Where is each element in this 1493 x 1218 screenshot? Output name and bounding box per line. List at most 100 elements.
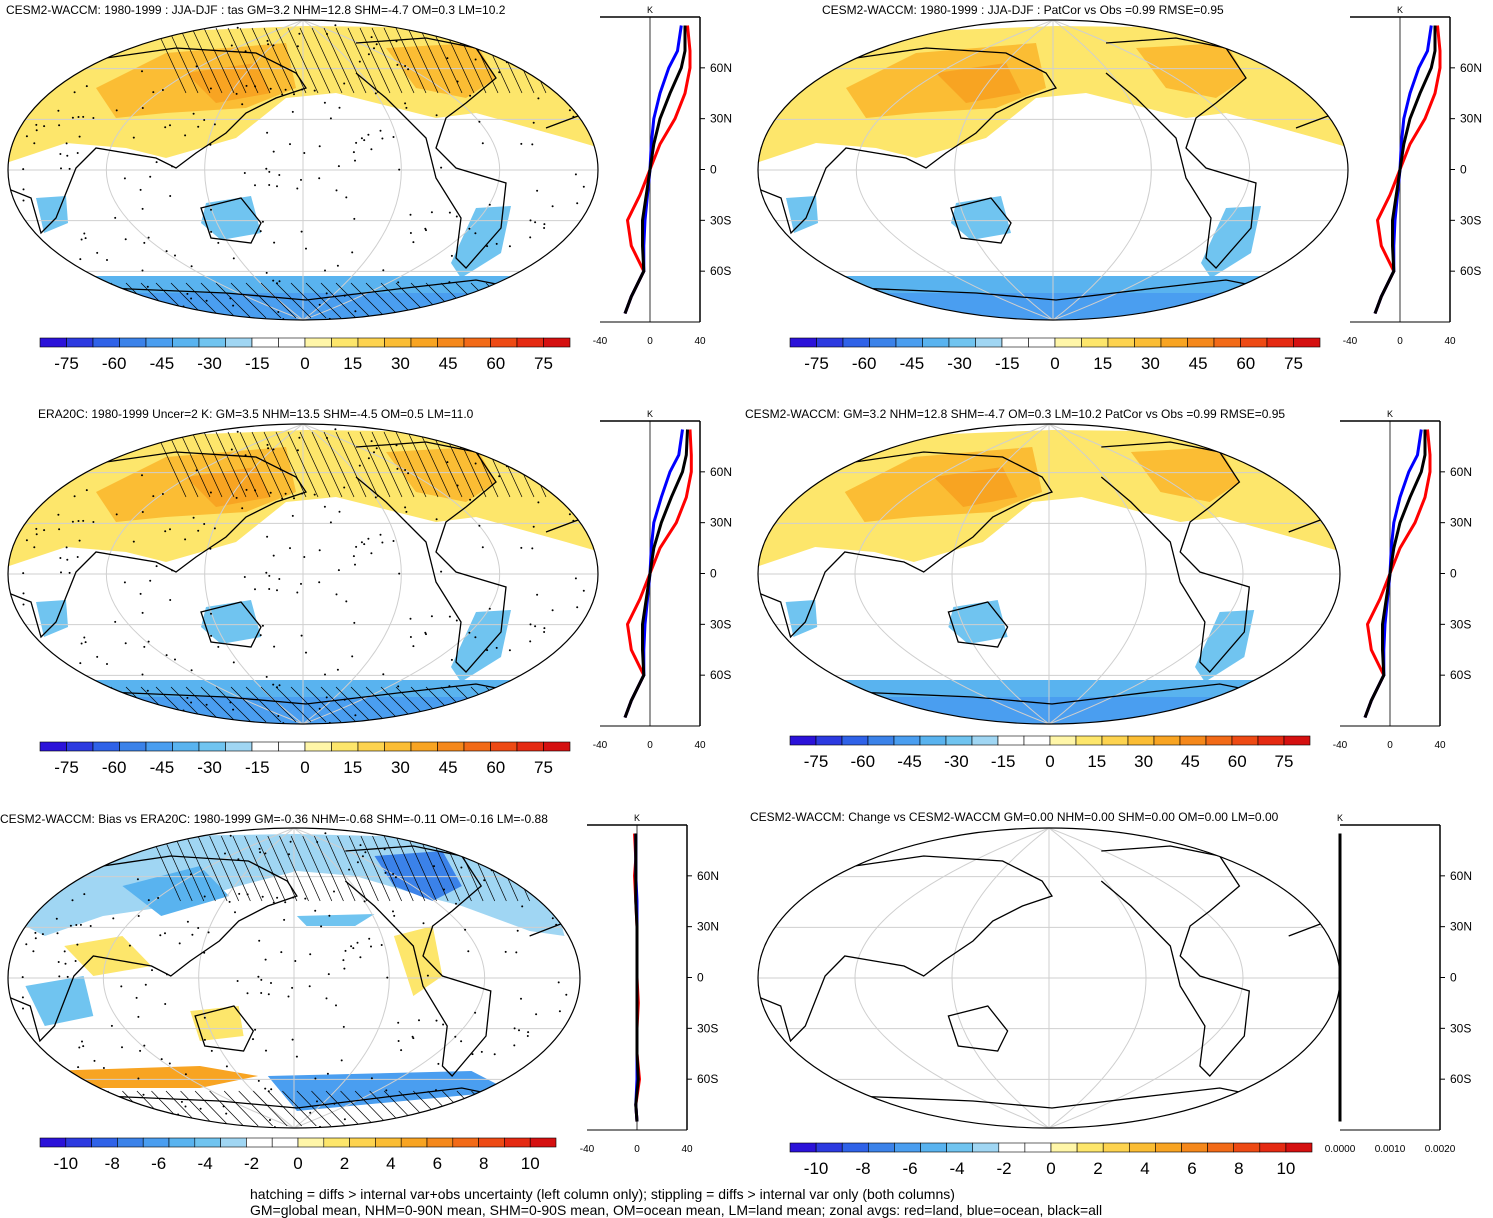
longitude-line xyxy=(302,424,501,724)
stipple-dot xyxy=(164,126,167,129)
hatching xyxy=(360,835,391,902)
stipple-dot xyxy=(60,571,62,574)
stipple-dot xyxy=(538,1086,541,1089)
hatching xyxy=(311,431,343,498)
stipple-dot xyxy=(483,879,486,882)
hatching xyxy=(200,686,237,723)
stipple-dot xyxy=(266,39,269,42)
colorbar-swatch xyxy=(349,1137,376,1148)
stipple-dot xyxy=(291,514,294,517)
colorbar-tick-label: 0 xyxy=(300,758,309,777)
stipple-dot xyxy=(71,520,74,523)
stipple-dot xyxy=(52,845,55,848)
hatching xyxy=(287,431,319,498)
stipple-dot xyxy=(318,581,321,584)
hatching xyxy=(407,835,437,902)
hatching xyxy=(337,835,368,902)
colorbar-tick-label: 8 xyxy=(479,1154,488,1173)
all-zonal-line xyxy=(1373,25,1437,315)
stipple-dot xyxy=(513,1044,516,1047)
stipple-dot xyxy=(52,831,55,834)
stipple-dot xyxy=(329,521,332,524)
stipple-dot xyxy=(397,1040,400,1042)
stipple-dot xyxy=(489,853,492,856)
colorbar-swatch xyxy=(278,337,306,348)
stipple-dot xyxy=(358,60,361,63)
profile-lat-label: 60N xyxy=(1450,465,1472,479)
hatching xyxy=(500,686,537,723)
profile-lat-label: 0 xyxy=(1460,163,1467,177)
stipple-dot xyxy=(78,135,81,138)
footer-note: GM=global mean, NHM=0-90N mean, SHM=0-90… xyxy=(250,1202,1103,1218)
stipple-dot xyxy=(175,1129,177,1130)
stipple-dot xyxy=(336,668,339,671)
stipple-dot xyxy=(545,1119,548,1122)
stipple-dot xyxy=(269,828,272,829)
stipple-dot xyxy=(481,546,484,549)
hatching xyxy=(456,1090,492,1127)
stipple-dot xyxy=(124,642,127,645)
colorbar-swatch xyxy=(1155,1142,1182,1153)
colorbar-tick-label: 0 xyxy=(1045,752,1054,771)
hatching xyxy=(299,27,331,94)
stipple-dot xyxy=(386,976,389,979)
stipple-dot xyxy=(324,673,326,676)
stipple-dot xyxy=(260,992,263,994)
stipple-dot xyxy=(210,208,212,211)
stipple-dot xyxy=(344,949,347,952)
stipple-dot xyxy=(543,631,546,633)
colorbar-swatch xyxy=(297,1137,325,1148)
stipple-dot xyxy=(15,72,18,75)
stipple-dot xyxy=(313,89,316,92)
colorbar-tick-label: 60 xyxy=(1228,752,1247,771)
stipple-dot xyxy=(518,1029,520,1032)
stipple-dot xyxy=(582,185,585,188)
stipple-dot xyxy=(455,215,458,218)
stipple-dot xyxy=(114,216,117,219)
colorbar-tick-label: 4 xyxy=(386,1154,395,1173)
stipple-dot xyxy=(316,1100,318,1103)
colorbar-tick-label: -2 xyxy=(996,1159,1011,1178)
colorbar-tick-label: 45 xyxy=(439,758,458,777)
stipple-dot xyxy=(143,1113,146,1116)
stipple-dot xyxy=(50,688,53,691)
stipple-dot xyxy=(106,720,109,723)
stipple-dot xyxy=(236,980,239,982)
colorbar-tick-label: -6 xyxy=(151,1154,166,1173)
stipple-dot xyxy=(16,111,19,114)
colorbar-swatch xyxy=(490,337,518,348)
stipple-dot xyxy=(168,1062,171,1065)
stipple-dot xyxy=(84,424,87,427)
stipple-dot xyxy=(58,318,61,320)
stipple-dot xyxy=(35,123,38,126)
stipple-dot xyxy=(472,699,475,702)
stipple-dot xyxy=(343,967,346,970)
stipple-dot xyxy=(190,265,193,268)
stipple-dot xyxy=(83,893,86,896)
stipple-dot xyxy=(54,889,57,891)
stipple-dot xyxy=(105,28,108,31)
stipple-dot xyxy=(537,97,540,100)
hatching xyxy=(251,27,283,94)
stipple-dot xyxy=(209,143,212,146)
stipple-dot xyxy=(313,493,316,496)
colorbar-swatch xyxy=(922,337,950,348)
cool-region xyxy=(1201,206,1261,278)
map-border xyxy=(7,423,599,725)
colorbar-swatch xyxy=(198,741,226,752)
hatching xyxy=(239,431,271,498)
stipple-dot xyxy=(9,1054,12,1057)
stipple-dot xyxy=(204,1122,207,1125)
coastline xyxy=(758,855,1054,1043)
stipple-dot xyxy=(400,1049,403,1052)
map-panel xyxy=(7,827,581,1130)
colorbar-swatch xyxy=(1127,735,1155,746)
colorbar-swatch xyxy=(278,741,306,752)
stipple-dot xyxy=(308,985,311,988)
stipple-dot xyxy=(166,973,168,976)
coastline xyxy=(194,1005,255,1052)
stipple-dot xyxy=(139,1049,142,1052)
colorbar-swatch xyxy=(220,1137,247,1148)
stipple-dot xyxy=(6,558,7,560)
hatching xyxy=(263,431,295,498)
